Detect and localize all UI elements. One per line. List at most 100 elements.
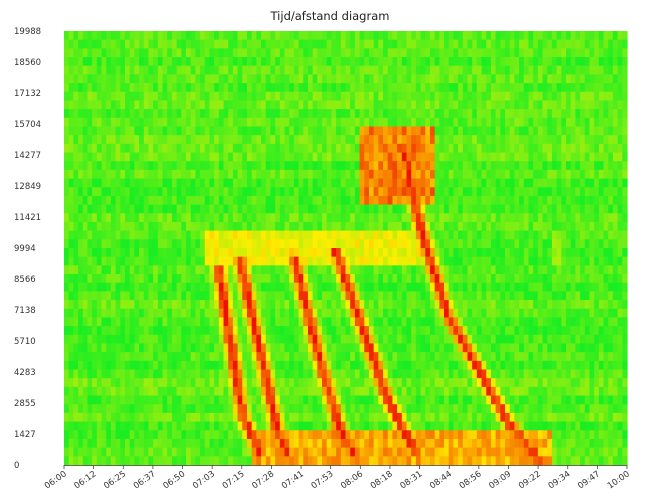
heatmap-cell — [223, 152, 229, 162]
heatmap-cell — [425, 31, 431, 41]
heatmap-cell — [359, 213, 365, 223]
heatmap-cell — [261, 265, 267, 275]
heatmap-cell — [101, 221, 107, 232]
heatmap-cell — [444, 117, 450, 128]
heatmap-cell — [373, 360, 379, 371]
heatmap-cell — [364, 187, 370, 197]
heatmap-cell — [448, 352, 455, 362]
heatmap-cell — [336, 143, 342, 154]
heatmap-cell — [434, 39, 440, 49]
heatmap-cell — [561, 74, 567, 84]
heatmap-cell — [397, 360, 403, 371]
heatmap-cell — [556, 343, 562, 353]
heatmap-cell — [406, 152, 412, 162]
heatmap-cell — [490, 74, 497, 84]
heatmap-cell — [120, 152, 126, 162]
heatmap-cell — [251, 100, 257, 110]
heatmap-cells — [64, 31, 628, 466]
heatmap-cell — [420, 239, 426, 249]
heatmap-cell — [533, 334, 539, 345]
heatmap-cell — [78, 282, 84, 292]
heatmap-cell — [350, 178, 356, 188]
heatmap-cell — [139, 169, 145, 180]
heatmap-cell — [542, 308, 548, 319]
heatmap-cell — [603, 117, 609, 128]
heatmap-cell — [514, 300, 520, 310]
heatmap-cell — [279, 343, 286, 353]
heatmap-cell — [284, 360, 290, 371]
heatmap-cell — [486, 221, 492, 232]
heatmap-cell — [411, 65, 417, 75]
heatmap-cell — [345, 65, 351, 75]
heatmap-cell — [237, 230, 243, 240]
heatmap-cell — [185, 57, 192, 67]
heatmap-cell — [383, 334, 389, 345]
heatmap-cell — [580, 221, 586, 232]
heatmap-cell — [429, 31, 436, 41]
heatmap-cell — [101, 152, 107, 162]
heatmap-cell — [120, 248, 126, 258]
heatmap-cell — [340, 48, 347, 58]
heatmap-cell — [265, 91, 272, 102]
heatmap-cell — [214, 39, 220, 49]
heatmap-cell — [162, 48, 168, 58]
heatmap-cell — [101, 230, 107, 240]
heatmap-cell — [514, 360, 520, 371]
heatmap-cell — [467, 326, 473, 336]
heatmap-cell — [420, 83, 426, 93]
heatmap-cell — [270, 152, 276, 162]
heatmap-cell — [439, 135, 445, 145]
heatmap-cell — [336, 152, 342, 162]
heatmap-cell — [340, 239, 347, 249]
heatmap-cell — [195, 31, 201, 41]
heatmap-cell — [275, 213, 281, 223]
heatmap-cell — [96, 369, 103, 379]
heatmap-cell — [359, 204, 365, 214]
heatmap-cell — [261, 204, 267, 214]
heatmap-cell — [354, 352, 361, 362]
heatmap-cell — [73, 161, 79, 171]
heatmap-cell — [78, 65, 84, 75]
heatmap-cell — [340, 117, 347, 128]
heatmap-cell — [96, 352, 103, 362]
heatmap-cell — [481, 31, 487, 41]
heatmap-cell — [298, 282, 304, 292]
heatmap-cell — [214, 274, 220, 284]
heatmap-cell — [514, 274, 520, 284]
heatmap-cell — [162, 65, 168, 75]
heatmap-cell — [580, 352, 586, 362]
heatmap-cell — [326, 308, 333, 319]
heatmap-cell — [566, 65, 572, 75]
heatmap-cell — [495, 239, 501, 249]
heatmap-cell — [448, 91, 455, 102]
heatmap-cell — [406, 291, 412, 301]
heatmap-cell — [486, 126, 492, 136]
heatmap-cell — [218, 213, 225, 223]
heatmap-cell — [429, 91, 436, 102]
heatmap-cell — [171, 282, 178, 292]
heatmap-cell — [246, 187, 253, 197]
heatmap-cell — [322, 343, 328, 353]
heatmap-cell — [458, 369, 464, 379]
heatmap-cell — [561, 308, 567, 319]
heatmap-cell — [124, 230, 131, 240]
heatmap-cell — [420, 282, 426, 292]
heatmap-cell — [185, 248, 192, 258]
heatmap-cell — [82, 386, 89, 397]
heatmap-cell — [284, 31, 290, 41]
heatmap-cell — [378, 57, 384, 67]
heatmap-cell — [326, 239, 333, 249]
heatmap-cell — [500, 300, 506, 310]
heatmap-cell — [185, 291, 192, 301]
heatmap-cell — [176, 274, 182, 284]
heatmap-cell — [64, 221, 70, 232]
heatmap-cell — [167, 178, 173, 188]
heatmap-cell — [448, 230, 455, 240]
heatmap-cell — [589, 126, 595, 136]
heatmap-cell — [519, 265, 525, 275]
heatmap-cell — [120, 386, 126, 397]
heatmap-cell — [237, 161, 243, 171]
heatmap-cell — [566, 343, 572, 353]
heatmap-cell — [486, 74, 492, 84]
heatmap-cell — [110, 152, 117, 162]
